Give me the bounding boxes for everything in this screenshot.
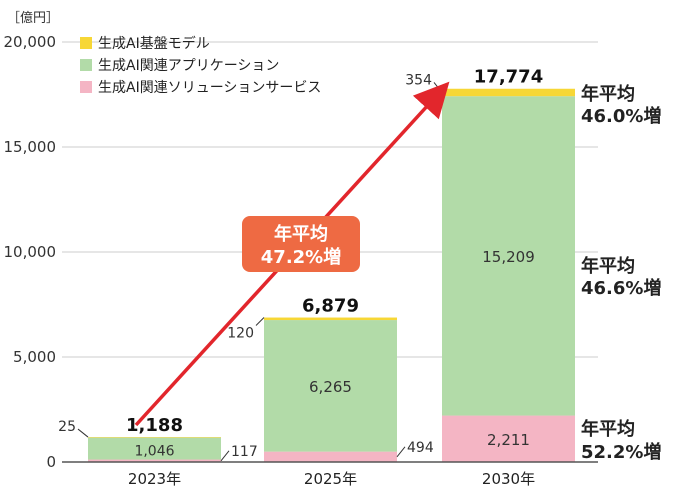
- segment-label: 2,211: [487, 431, 530, 449]
- legend-label: 生成AI関連アプリケーション: [98, 58, 279, 74]
- cagr-callout: 年平均 47.2%増: [242, 216, 360, 272]
- y-tick-label: 5,000: [13, 348, 56, 366]
- cagr-solution-service: 年平均 52.2%増: [581, 418, 661, 463]
- bar-segment: [88, 437, 221, 460]
- cagr-application-line2: 46.6%増: [581, 277, 661, 299]
- cagr-solution-line1: 年平均: [581, 418, 635, 440]
- y-tick-label: 15,000: [4, 138, 57, 156]
- cagr-application-line1: 年平均: [581, 255, 635, 277]
- x-tick-label: 2025年: [304, 470, 357, 488]
- legend-label: 生成AI基盤モデル: [98, 35, 210, 52]
- total-label: 6,879: [302, 296, 359, 317]
- cagr-callout-line2: 47.2%増: [261, 246, 341, 268]
- segment-label: 120: [227, 326, 254, 342]
- total-label: 17,774: [474, 67, 543, 88]
- total-label: 1,188: [126, 415, 183, 436]
- segment-label: 6,265: [309, 378, 352, 396]
- y-axis-ticks: 0 5,000 10,000 15,000 20,000: [4, 33, 57, 471]
- leader-line: [220, 450, 230, 462]
- cagr-solution-line2: 52.2%増: [581, 441, 661, 463]
- bar-segment: [442, 96, 575, 416]
- segment-label: 15,209: [482, 248, 535, 266]
- bar-segment: [264, 320, 397, 452]
- leader-line: [77, 428, 89, 438]
- bar-segment: [264, 317, 397, 321]
- segment-label: 25: [58, 419, 76, 435]
- legend-swatch: [80, 37, 92, 49]
- cagr-foundation-model: 年平均 46.0%増: [581, 83, 661, 127]
- cagr-foundation-line2: 46.0%増: [581, 105, 661, 127]
- legend-swatch: [80, 59, 92, 71]
- y-tick-label: 10,000: [4, 243, 57, 261]
- bar-segment: [88, 459, 221, 462]
- cagr-foundation-line1: 年平均: [581, 83, 635, 105]
- bar-segment: [442, 415, 575, 462]
- y-tick-label: 0: [46, 453, 56, 471]
- leader-line: [433, 82, 443, 93]
- x-tick-label: 2030年: [482, 470, 535, 488]
- bar-segment: [88, 437, 221, 438]
- leader-line: [396, 446, 406, 458]
- x-tick-label: 2023年: [128, 470, 181, 488]
- unit-label: ［億円］: [7, 10, 59, 26]
- x-axis-ticks: 2023年 2025年 2030年: [128, 470, 535, 488]
- cagr-callout-line1: 年平均: [274, 223, 328, 245]
- bars: [88, 88, 575, 462]
- y-tick-label: 20,000: [4, 33, 57, 51]
- cagr-callout-box: [242, 216, 360, 272]
- legend-label: 生成AI関連ソリューションサービス: [98, 80, 321, 96]
- segment-label: 1,046: [134, 444, 174, 460]
- legend-swatch: [80, 81, 92, 93]
- bar-segment: [264, 451, 397, 462]
- segment-label: 117: [231, 444, 258, 460]
- cagr-application: 年平均 46.6%増: [581, 255, 661, 299]
- segment-label: 494: [407, 440, 434, 456]
- bar-segment: [442, 88, 575, 97]
- segment-label: 354: [405, 72, 432, 88]
- leader-line: [255, 317, 265, 326]
